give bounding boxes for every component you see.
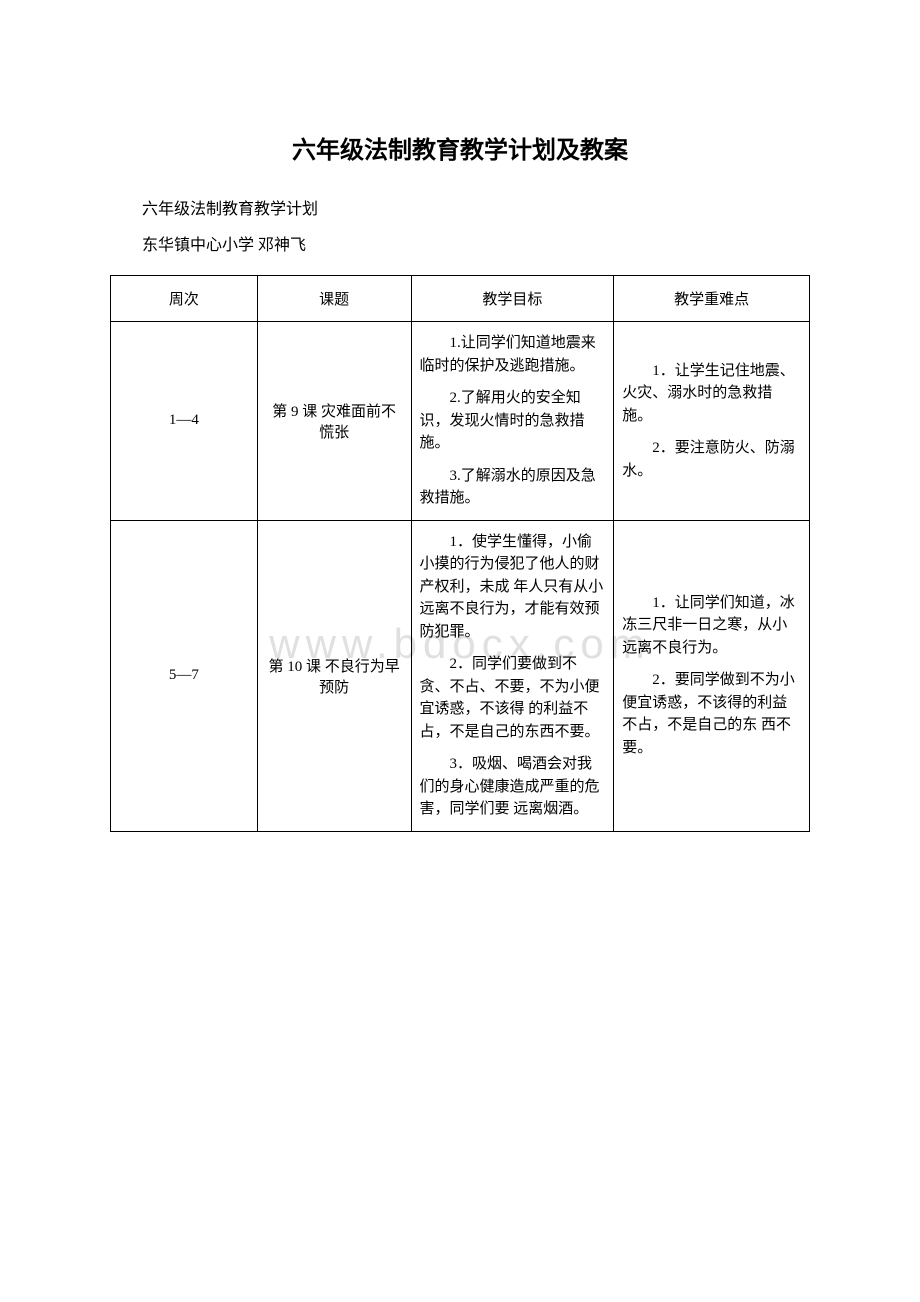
cell-difficulty: 1．让学生记住地震、火灾、溺水时的急救措施。 2．要注意防火、防溺水。: [614, 322, 810, 521]
document-content: 六年级法制教育教学计划及教案 六年级法制教育教学计划 东华镇中心小学 邓神飞 周…: [110, 130, 810, 832]
teaching-plan-table: 周次 课题 教学目标 教学重难点 1—4 第 9 课 灾难面前不慌张 1.让同学…: [110, 275, 810, 832]
table-row: 5—7 第 10 课 不良行为早预防 1．使学生懂得，小偷小摸的行为侵犯了他人的…: [111, 520, 810, 831]
subtitle-text: 六年级法制教育教学计划: [110, 195, 810, 219]
difficulty-item: 2．要同学做到不为小便宜诱惑，不该得的利益不占，不是自己的东 西不要。: [622, 669, 801, 759]
table-row: 1—4 第 9 课 灾难面前不慌张 1.让同学们知道地震来临时的保护及逃跑措施。…: [111, 322, 810, 521]
difficulty-item: 2．要注意防火、防溺水。: [622, 437, 801, 482]
cell-week: 5—7: [111, 520, 258, 831]
difficulty-item: 1．让同学们知道，冰冻三尺非一日之寒，从小远离不良行为。: [622, 592, 801, 660]
cell-difficulty: 1．让同学们知道，冰冻三尺非一日之寒，从小远离不良行为。 2．要同学做到不为小便…: [614, 520, 810, 831]
table-header-row: 周次 课题 教学目标 教学重难点: [111, 276, 810, 322]
objective-item: 1.让同学们知道地震来临时的保护及逃跑措施。: [420, 332, 606, 377]
cell-objective: 1.让同学们知道地震来临时的保护及逃跑措施。 2.了解用火的安全知识，发现火情时…: [411, 322, 614, 521]
objective-item: 2.了解用火的安全知识，发现火情时的急救措施。: [420, 387, 606, 455]
author-text: 东华镇中心小学 邓神飞: [110, 231, 810, 255]
col-header-topic: 课题: [257, 276, 411, 322]
cell-topic: 第 10 课 不良行为早预防: [257, 520, 411, 831]
difficulty-item: 1．让学生记住地震、火灾、溺水时的急救措施。: [622, 360, 801, 428]
objective-item: 1．使学生懂得，小偷小摸的行为侵犯了他人的财产权利，未成 年人只有从小远离不良行…: [420, 531, 606, 644]
objective-item: 3．吸烟、喝酒会对我们的身心健康造成严重的危害，同学们要 远离烟酒。: [420, 753, 606, 821]
objective-item: 3.了解溺水的原因及急救措施。: [420, 465, 606, 510]
cell-week: 1—4: [111, 322, 258, 521]
cell-objective: 1．使学生懂得，小偷小摸的行为侵犯了他人的财产权利，未成 年人只有从小远离不良行…: [411, 520, 614, 831]
page-title: 六年级法制教育教学计划及教案: [110, 130, 810, 165]
col-header-difficulty: 教学重难点: [614, 276, 810, 322]
cell-topic: 第 9 课 灾难面前不慌张: [257, 322, 411, 521]
col-header-week: 周次: [111, 276, 258, 322]
objective-item: 2．同学们要做到不贪、不占、不要，不为小便宜诱惑，不该得 的利益不占，不是自己的…: [420, 653, 606, 743]
col-header-objective: 教学目标: [411, 276, 614, 322]
